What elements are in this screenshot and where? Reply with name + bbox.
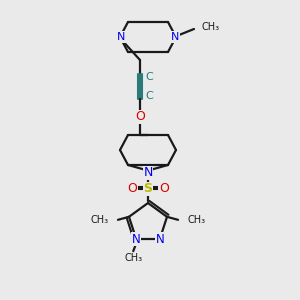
Text: CH₃: CH₃	[201, 22, 219, 32]
Text: O: O	[135, 110, 145, 124]
Text: N: N	[143, 167, 153, 179]
Text: CH₃: CH₃	[91, 215, 109, 225]
Text: O: O	[159, 182, 169, 196]
Text: CH₃: CH₃	[124, 253, 142, 263]
Text: C: C	[145, 72, 153, 82]
Text: N: N	[132, 233, 141, 246]
Text: N: N	[117, 32, 125, 42]
Text: N: N	[155, 233, 164, 246]
Text: CH₃: CH₃	[187, 215, 205, 225]
Text: N: N	[171, 32, 179, 42]
Text: S: S	[143, 182, 152, 196]
Text: O: O	[127, 182, 137, 196]
Text: C: C	[145, 91, 153, 101]
